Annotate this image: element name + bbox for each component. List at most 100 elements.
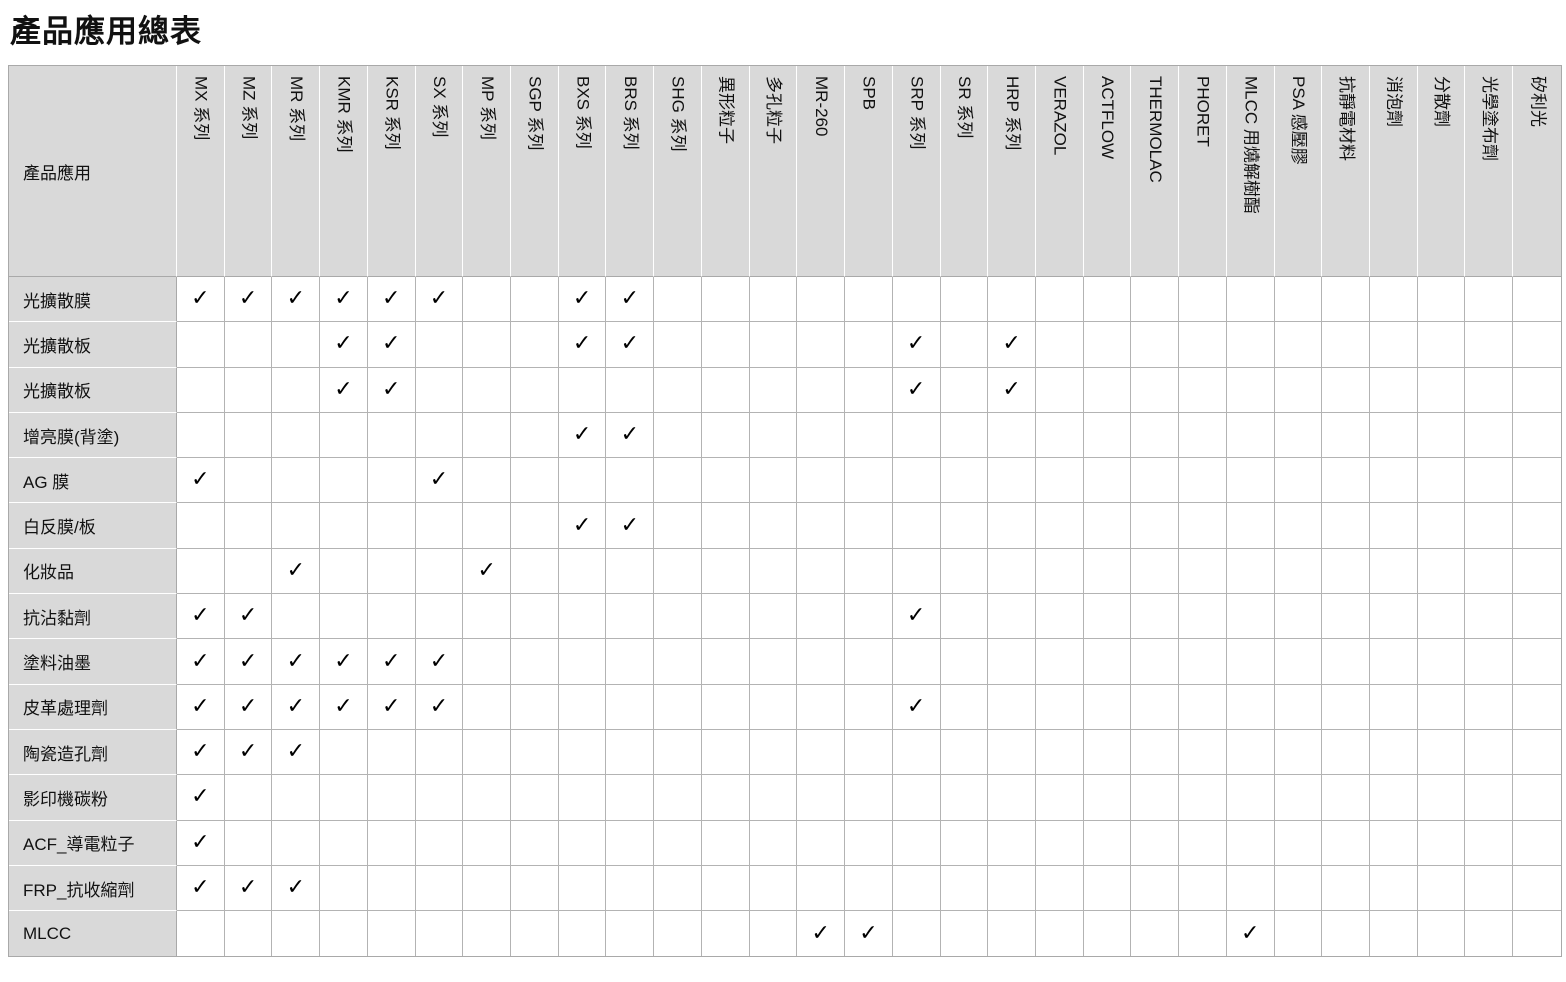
table-row: 陶瓷造孔劑 ✓ ✓ ✓ (9, 729, 1561, 776)
empty-cell (1035, 458, 1084, 504)
empty-cell (701, 820, 750, 866)
checkmark-icon: ✓ (191, 829, 210, 855)
checkmark-icon: ✓ (286, 557, 306, 583)
row-label: 光擴散板 (9, 322, 177, 368)
column-header-label: MX 系列 (191, 76, 211, 141)
column-header-label: 消泡劑 (1384, 76, 1404, 127)
empty-cell (272, 775, 321, 821)
empty-cell (1035, 322, 1084, 368)
empty-cell (1083, 911, 1132, 957)
empty-cell (1417, 775, 1466, 821)
empty-cell (1513, 594, 1561, 640)
application-table: 產品應用 MX 系列 MZ 系列 MR 系列 KMR 系列 KSR 系列 SX 系列 MP … (8, 65, 1562, 958)
checkmark-icon: ✓ (477, 557, 496, 583)
empty-cell (892, 412, 941, 459)
empty-cell (1513, 503, 1561, 549)
empty-cell (1417, 594, 1466, 640)
empty-cell (1322, 639, 1370, 685)
empty-cell (367, 729, 416, 776)
checkmark-icon: ✓ (1002, 331, 1021, 357)
table-container: 產品應用 MX 系列 MZ 系列 MR 系列 KMR 系列 KSR 系列 SX 系列 MP … (8, 65, 1562, 958)
checkmark-icon: ✓ (191, 648, 210, 674)
empty-cell (1226, 412, 1275, 459)
column-header: MLCC 用燒解樹酯 (1226, 66, 1275, 277)
empty-cell (224, 548, 273, 595)
empty-cell (1083, 367, 1132, 413)
column-header-label: HRP 系列 (1002, 76, 1022, 151)
empty-cell (606, 684, 655, 730)
column-header-label: MR-260 (811, 76, 831, 137)
column-header-label: SX 系列 (430, 76, 450, 138)
check-cell: ✓ (892, 684, 941, 730)
table-header: 產品應用 MX 系列 MZ 系列 MR 系列 KMR 系列 KSR 系列 SX 系列 MP … (9, 66, 1561, 277)
empty-cell (1369, 367, 1418, 413)
empty-cell (845, 594, 893, 640)
check-cell: ✓ (224, 684, 273, 730)
empty-cell (463, 412, 512, 459)
check-cell: ✓ (272, 277, 321, 323)
row-label: FRP_抗收縮劑 (9, 865, 177, 912)
empty-cell (1226, 594, 1275, 640)
empty-cell (654, 503, 702, 549)
empty-cell (415, 412, 464, 459)
column-header: SX 系列 (415, 66, 464, 277)
empty-cell (1322, 412, 1370, 459)
row-label: 塗料油墨 (9, 639, 177, 685)
empty-cell (1513, 775, 1561, 821)
empty-cell (845, 503, 893, 549)
empty-cell (1322, 729, 1370, 776)
empty-cell (1226, 322, 1275, 368)
empty-cell (511, 367, 559, 413)
check-cell: ✓ (224, 639, 273, 685)
column-header: HRP 系列 (988, 66, 1036, 277)
empty-cell (1513, 322, 1561, 368)
empty-cell (701, 729, 750, 776)
empty-cell (940, 503, 989, 549)
empty-cell (511, 820, 559, 866)
column-header: THERMOLAC (1131, 66, 1180, 277)
empty-cell (1083, 684, 1132, 730)
empty-cell (1131, 911, 1180, 957)
empty-cell (1274, 322, 1323, 368)
empty-cell (1369, 322, 1418, 368)
check-cell: ✓ (367, 322, 416, 368)
empty-cell (1131, 458, 1180, 504)
empty-cell (701, 639, 750, 685)
empty-cell (1179, 684, 1227, 730)
checkmark-icon: ✓ (334, 331, 353, 357)
empty-cell (415, 503, 464, 549)
empty-cell (797, 322, 846, 368)
empty-cell (1417, 911, 1466, 957)
check-cell: ✓ (272, 729, 321, 776)
empty-cell (415, 548, 464, 595)
empty-cell (272, 594, 321, 640)
empty-cell (1274, 820, 1323, 866)
column-header: MZ 系列 (224, 66, 273, 277)
row-label: MLCC (9, 911, 177, 957)
empty-cell (1513, 412, 1561, 459)
empty-cell (320, 865, 368, 912)
empty-cell (1465, 277, 1514, 323)
empty-cell (320, 548, 368, 595)
checkmark-icon: ✓ (191, 739, 210, 765)
empty-cell (1035, 820, 1084, 866)
empty-cell (654, 684, 702, 730)
empty-cell (367, 865, 416, 912)
empty-cell (797, 639, 846, 685)
empty-cell (1131, 367, 1180, 413)
row-label: 光擴散膜 (9, 277, 177, 323)
empty-cell (797, 594, 846, 640)
column-header-label: THERMOLAC (1145, 76, 1165, 183)
empty-cell (1131, 277, 1180, 323)
empty-cell (1369, 458, 1418, 504)
row-label: 光擴散板 (9, 367, 177, 413)
empty-cell (988, 684, 1036, 730)
checkmark-icon: ✓ (334, 693, 353, 719)
empty-cell (845, 458, 893, 504)
empty-cell (1179, 503, 1227, 549)
empty-cell (892, 820, 941, 866)
empty-cell (1274, 548, 1323, 595)
checkmark-icon: ✓ (191, 286, 210, 312)
checkmark-icon: ✓ (906, 693, 926, 719)
empty-cell (1465, 729, 1514, 776)
